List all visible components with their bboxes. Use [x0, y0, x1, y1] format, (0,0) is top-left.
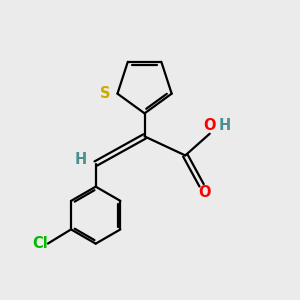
Text: O: O — [203, 118, 216, 133]
Text: H: H — [218, 118, 231, 133]
Text: H: H — [75, 152, 87, 167]
Text: Cl: Cl — [32, 236, 48, 251]
Text: S: S — [100, 86, 110, 101]
Text: O: O — [198, 184, 211, 200]
